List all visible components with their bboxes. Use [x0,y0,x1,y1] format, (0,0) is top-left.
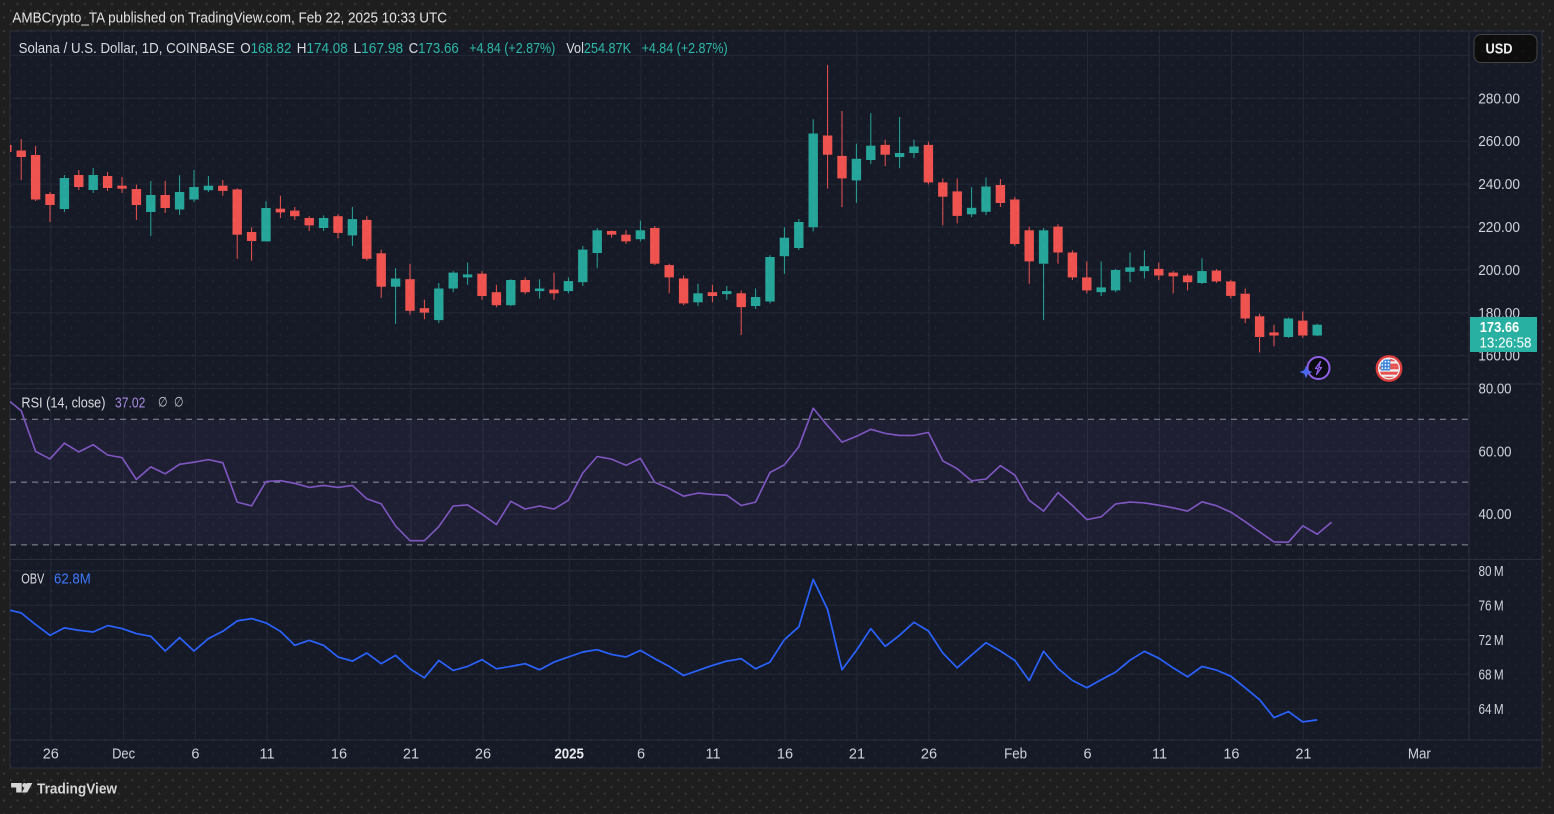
svg-text:68 M: 68 M [1479,667,1504,683]
svg-text:Mar: Mar [1408,747,1431,763]
svg-text:21: 21 [1295,747,1311,763]
svg-text:OBV: OBV [21,572,44,588]
svg-text:2025: 2025 [554,747,584,763]
svg-text:+4.84 (+2.87%): +4.84 (+2.87%) [469,41,555,57]
svg-text:173.66: 173.66 [1480,320,1520,336]
svg-text:TradingView: TradingView [37,782,118,798]
svg-text:280.00: 280.00 [1478,91,1520,107]
svg-text:11: 11 [1152,747,1167,763]
svg-text:26: 26 [475,747,491,763]
svg-text:∅: ∅ [174,395,184,410]
svg-text:RSI (14, close): RSI (14, close) [21,396,105,412]
svg-text:6: 6 [1083,747,1091,763]
svg-text:64 M: 64 M [1479,702,1504,718]
svg-text:62.8M: 62.8M [54,572,91,588]
svg-text:11: 11 [705,747,720,763]
svg-text:200.00: 200.00 [1478,263,1520,279]
svg-text:6: 6 [637,747,645,763]
svg-text:240.00: 240.00 [1478,177,1520,193]
svg-text:USD: USD [1486,42,1513,58]
svg-text:Dec: Dec [112,747,135,763]
svg-text:∅: ∅ [158,395,168,410]
svg-text:80 M: 80 M [1479,564,1504,580]
svg-text:L167.98: L167.98 [354,41,404,57]
svg-text:+4.84 (+2.87%): +4.84 (+2.87%) [642,41,728,57]
svg-text:Solana / U.S. Dollar, 1D, COIN: Solana / U.S. Dollar, 1D, COINBASE [19,41,235,57]
svg-text:80.00: 80.00 [1479,382,1512,398]
svg-text:Feb: Feb [1004,747,1027,763]
svg-text:C173.66: C173.66 [409,41,459,57]
svg-text:6: 6 [191,747,199,763]
svg-text:O168.82: O168.82 [240,41,291,57]
svg-text:21: 21 [849,747,865,763]
svg-text:76 M: 76 M [1479,598,1504,614]
svg-text:26: 26 [43,747,59,763]
svg-text:72 M: 72 M [1479,633,1504,649]
svg-text:160.00: 160.00 [1478,349,1520,365]
svg-text:37.02: 37.02 [115,396,145,412]
svg-text:40.00: 40.00 [1479,507,1512,523]
svg-text:260.00: 260.00 [1478,134,1520,150]
svg-text:26: 26 [921,747,937,763]
svg-text:AMBCrypto_TA published on Trad: AMBCrypto_TA published on TradingView.co… [12,9,447,26]
svg-text:H174.08: H174.08 [297,41,348,57]
svg-text:21: 21 [403,747,419,763]
svg-text:220.00: 220.00 [1478,220,1520,236]
svg-text:16: 16 [331,747,347,763]
svg-text:Vol254.87K: Vol254.87K [566,41,631,57]
svg-text:13:26:58: 13:26:58 [1480,336,1532,352]
svg-text:16: 16 [777,747,793,763]
svg-text:60.00: 60.00 [1479,444,1512,460]
svg-text:16: 16 [1223,747,1239,763]
svg-text:11: 11 [259,747,274,763]
